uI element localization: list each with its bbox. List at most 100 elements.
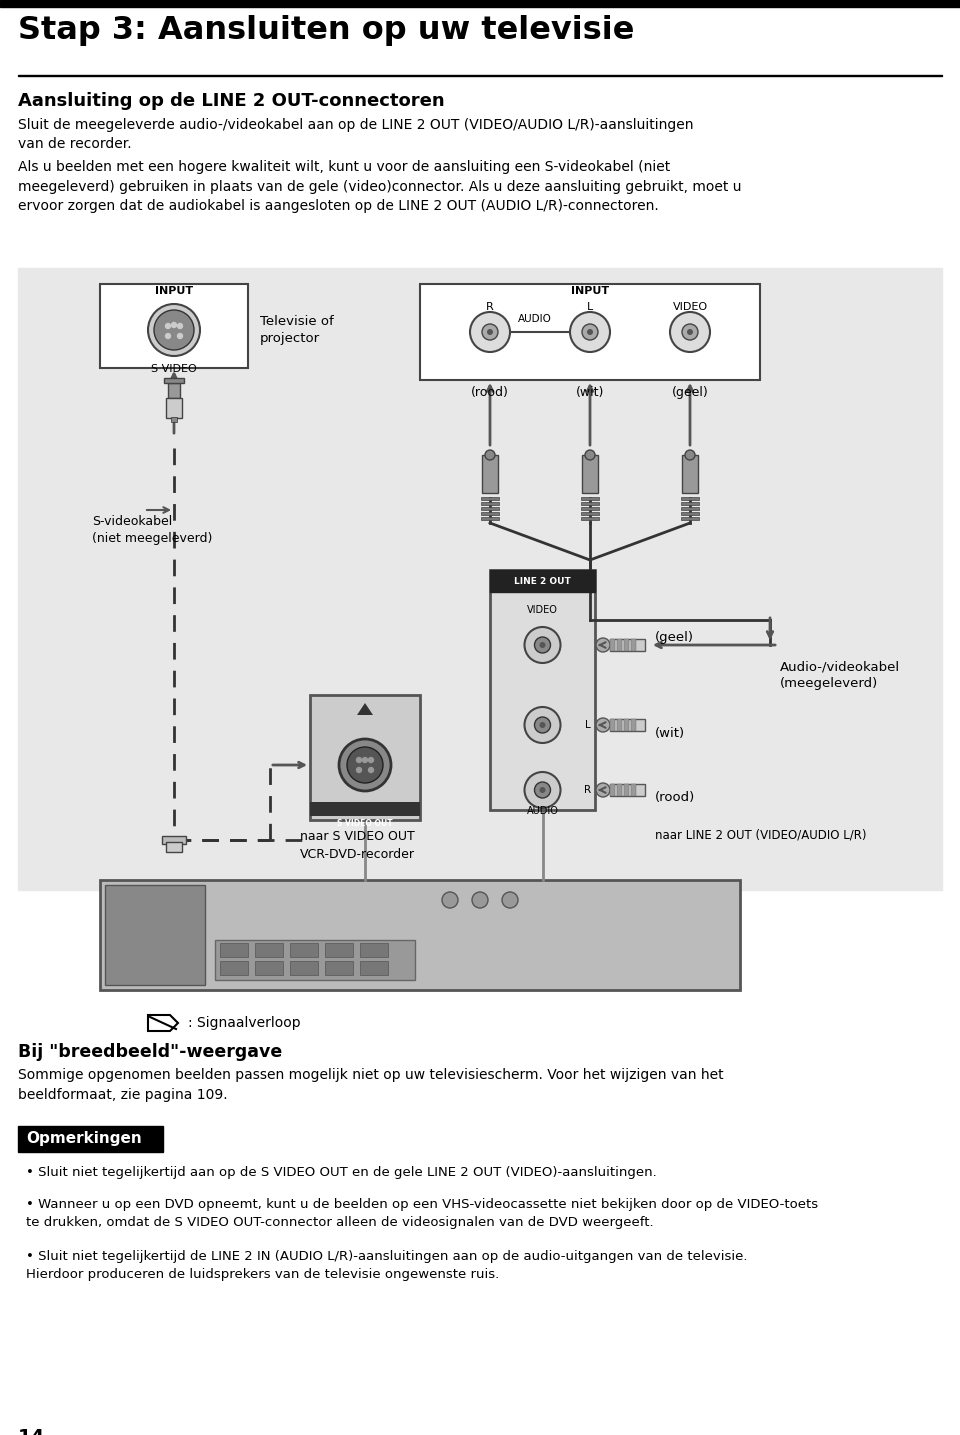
Bar	[100, 284, 248, 367]
Circle shape	[442, 893, 458, 908]
Bar	[100, 880, 740, 990]
Bar	[481, 512, 499, 515]
Circle shape	[347, 748, 383, 784]
Text: Bij "breedbeeld"-weergave: Bij "breedbeeld"-weergave	[18, 1043, 282, 1060]
Text: S VIDEO: S VIDEO	[151, 364, 197, 375]
Circle shape	[570, 311, 610, 352]
Text: VIDEO: VIDEO	[672, 301, 708, 311]
Bar	[215, 940, 415, 980]
Bar	[617, 784, 622, 796]
Bar	[582, 455, 598, 494]
Bar	[290, 943, 318, 957]
Text: INPUT: INPUT	[571, 286, 609, 296]
Text: AUDIO: AUDIO	[527, 806, 559, 817]
Bar	[310, 695, 420, 819]
Circle shape	[535, 718, 550, 733]
Bar	[631, 784, 636, 796]
Circle shape	[363, 758, 368, 762]
Text: (rood): (rood)	[655, 792, 695, 805]
Text: naar S VIDEO OUT: naar S VIDEO OUT	[300, 829, 415, 842]
Bar	[18, 75, 942, 76]
Text: Stap 3: Aansluiten op uw televisie: Stap 3: Aansluiten op uw televisie	[18, 14, 635, 46]
Circle shape	[587, 329, 593, 334]
Bar	[481, 517, 499, 519]
Circle shape	[502, 893, 518, 908]
Bar	[610, 784, 645, 796]
Bar	[617, 719, 622, 730]
Text: INPUT: INPUT	[155, 286, 193, 296]
Text: R: R	[486, 301, 493, 311]
Circle shape	[154, 310, 194, 350]
Text: VCR-DVD-recorder: VCR-DVD-recorder	[300, 848, 415, 861]
Circle shape	[178, 323, 182, 329]
Bar	[420, 284, 760, 380]
Circle shape	[540, 641, 545, 649]
Text: (geel): (geel)	[672, 386, 708, 399]
Circle shape	[482, 324, 498, 340]
Circle shape	[540, 786, 545, 794]
Bar	[481, 497, 499, 499]
Circle shape	[585, 451, 595, 461]
Polygon shape	[357, 703, 373, 715]
Bar	[481, 507, 499, 509]
Text: S VIDEO OUT: S VIDEO OUT	[337, 819, 393, 828]
Text: (geel): (geel)	[655, 631, 694, 644]
Bar	[581, 512, 599, 515]
Circle shape	[485, 451, 495, 461]
Bar	[18, 268, 942, 890]
Text: AUDIO: AUDIO	[518, 314, 552, 324]
Circle shape	[172, 323, 177, 327]
Text: Sluit de meegeleverde audio-/videokabel aan op de LINE 2 OUT (VIDEO/AUDIO L/R)-a: Sluit de meegeleverde audio-/videokabel …	[18, 118, 693, 152]
Bar	[581, 502, 599, 505]
Text: 14: 14	[18, 1428, 45, 1435]
Text: • Sluit niet tegelijkertijd aan op de S VIDEO OUT en de gele LINE 2 OUT (VIDEO)-: • Sluit niet tegelijkertijd aan op de S …	[26, 1167, 657, 1180]
Text: Als u beelden met een hogere kwaliteit wilt, kunt u voor de aansluiting een S-vi: Als u beelden met een hogere kwaliteit w…	[18, 159, 741, 212]
Bar	[490, 570, 595, 593]
Bar	[360, 961, 388, 974]
Bar	[610, 719, 645, 730]
Bar	[166, 842, 182, 852]
Bar	[164, 377, 184, 383]
Bar	[624, 639, 629, 651]
Text: Televisie of
projector: Televisie of projector	[260, 316, 334, 344]
Circle shape	[339, 739, 391, 791]
Bar	[166, 397, 182, 418]
Circle shape	[524, 772, 561, 808]
Circle shape	[165, 323, 171, 329]
Bar	[482, 455, 498, 494]
Text: • Sluit niet tegelijkertijd de LINE 2 IN (AUDIO L/R)-aansluitingen aan op de aud: • Sluit niet tegelijkertijd de LINE 2 IN…	[26, 1250, 748, 1281]
Circle shape	[596, 784, 610, 796]
Polygon shape	[148, 1015, 178, 1030]
Bar	[681, 502, 699, 505]
Bar	[255, 961, 283, 974]
Text: Audio-/videokabel
(meegeleverd): Audio-/videokabel (meegeleverd)	[780, 660, 900, 690]
Circle shape	[596, 639, 610, 651]
Text: Opmerkingen: Opmerkingen	[26, 1132, 142, 1147]
Circle shape	[369, 768, 373, 772]
Bar	[0, 0, 960, 7]
Bar	[325, 943, 353, 957]
Circle shape	[487, 329, 493, 334]
Text: • Wanneer u op een DVD opneemt, kunt u de beelden op een VHS-videocassette niet : • Wanneer u op een DVD opneemt, kunt u d…	[26, 1198, 818, 1228]
Bar	[220, 943, 248, 957]
Text: LINE 2 OUT: LINE 2 OUT	[515, 577, 571, 585]
Circle shape	[369, 758, 373, 762]
Bar	[631, 639, 636, 651]
Circle shape	[524, 707, 561, 743]
Bar	[325, 961, 353, 974]
Bar	[610, 784, 615, 796]
Text: : Signaalverloop: : Signaalverloop	[188, 1016, 300, 1030]
Circle shape	[470, 311, 510, 352]
Circle shape	[472, 893, 488, 908]
Text: L: L	[587, 301, 593, 311]
Bar	[682, 455, 698, 494]
Bar	[581, 507, 599, 509]
Bar	[168, 383, 180, 397]
Text: (wit): (wit)	[576, 386, 604, 399]
Circle shape	[524, 627, 561, 663]
Circle shape	[356, 768, 362, 772]
Bar	[631, 719, 636, 730]
Bar	[610, 639, 615, 651]
Bar	[360, 943, 388, 957]
Bar	[105, 885, 205, 984]
